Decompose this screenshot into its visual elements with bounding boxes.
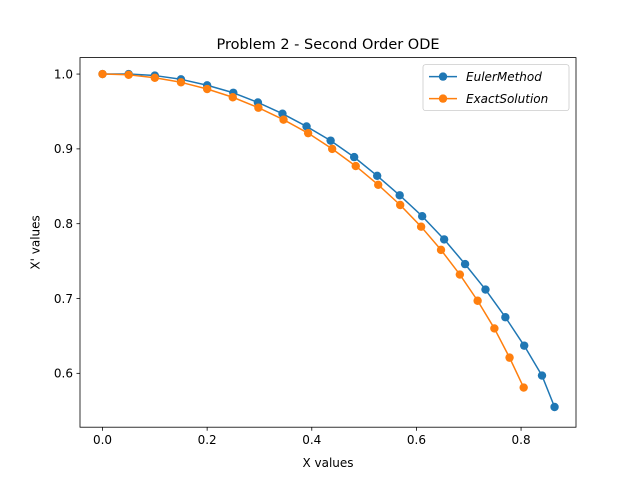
data-point <box>374 180 383 189</box>
data-point <box>124 70 133 80</box>
data-point <box>550 402 559 412</box>
x-tick-label: 0.8 <box>512 433 531 447</box>
axes-frame <box>79 57 577 428</box>
data-point <box>417 212 427 221</box>
data-point <box>372 171 382 181</box>
data-point <box>98 69 107 79</box>
data-point <box>326 136 335 145</box>
y-tick-label: 0.8 <box>54 217 73 231</box>
data-point <box>303 128 313 138</box>
series-ExactSolution <box>98 69 528 392</box>
data-point <box>202 84 212 94</box>
data-point <box>519 383 528 392</box>
legend-label: ExactSolution <box>466 92 548 106</box>
x-axis-label: X values <box>302 456 353 470</box>
x-tick-label: 0.0 <box>93 433 112 447</box>
x-ticks: 0.0 0.2 0.4 0.6 0.8 <box>93 427 531 447</box>
data-point <box>396 200 405 210</box>
data-point <box>455 270 465 279</box>
x-tick-label: 0.4 <box>302 433 321 447</box>
data-point <box>460 259 470 269</box>
data-point <box>351 161 360 171</box>
data-point <box>416 222 426 231</box>
data-point <box>505 353 514 362</box>
y-ticks: 0.6 0.7 0.8 0.9 1.0 <box>54 67 80 381</box>
y-tick-label: 0.9 <box>54 142 73 156</box>
data-point <box>520 341 529 350</box>
data-point <box>254 103 263 112</box>
legend-box <box>422 64 570 111</box>
x-tick-label: 0.2 <box>198 433 217 447</box>
data-point <box>481 285 490 294</box>
data-point <box>473 296 482 305</box>
data-point <box>349 152 359 162</box>
data-point <box>501 313 510 322</box>
data-point <box>228 93 237 102</box>
legend-swatch-marker <box>438 94 448 103</box>
data-point <box>150 73 160 83</box>
data-point <box>537 371 547 380</box>
y-tick-label: 0.6 <box>54 367 73 381</box>
data-point <box>327 144 337 154</box>
legend-label: EulerMethod <box>466 70 542 84</box>
data-point <box>302 122 311 131</box>
data-point <box>436 245 446 255</box>
chart-title: Problem 2 - Second Order ODE <box>216 37 439 53</box>
legend-swatch-marker <box>438 72 448 81</box>
y-axis-label: X' values <box>29 215 43 269</box>
data-point <box>395 191 404 200</box>
data-point <box>439 235 449 244</box>
y-tick-label: 1.0 <box>54 67 73 81</box>
y-tick-label: 0.7 <box>54 292 73 306</box>
legend: EulerMethod ExactSolution <box>422 64 570 111</box>
data-point <box>279 115 288 124</box>
x-tick-label: 0.6 <box>407 433 426 447</box>
data-point <box>490 324 499 333</box>
data-point <box>176 78 186 87</box>
plot-area <box>80 57 576 428</box>
series-layer <box>98 69 559 412</box>
series-line <box>102 73 525 388</box>
